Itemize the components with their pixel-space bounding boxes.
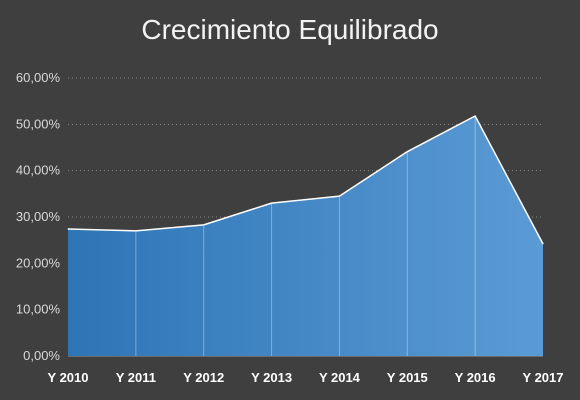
y-tick-label: 40,00% bbox=[16, 163, 61, 178]
data-point bbox=[271, 202, 273, 204]
y-tick-label: 0,00% bbox=[23, 348, 60, 363]
x-tick-label: Y 2012 bbox=[183, 370, 224, 385]
data-point bbox=[203, 224, 205, 226]
x-tick-label: Y 2010 bbox=[48, 370, 89, 385]
x-tick-label: Y 2011 bbox=[116, 370, 156, 385]
y-tick-label: 30,00% bbox=[16, 209, 61, 224]
y-axis-ticks: 0,00% 10,00% 20,00% 30,00% 40,00% 50,00% 60,00… bbox=[16, 70, 61, 363]
y-tick-label: 20,00% bbox=[16, 255, 61, 270]
series-line bbox=[67, 115, 544, 245]
area-series bbox=[68, 115, 543, 356]
chart-title: Crecimiento Equilibrado bbox=[141, 14, 439, 45]
data-point bbox=[135, 230, 137, 232]
data-point bbox=[67, 228, 69, 230]
data-point bbox=[542, 243, 544, 245]
x-tick-label: Y 2017 bbox=[523, 370, 564, 385]
data-point bbox=[338, 195, 340, 197]
x-axis-ticks: Y 2010 Y 2011 Y 2012 Y 2013 Y 2014 Y 2015 Y 20… bbox=[48, 370, 564, 385]
x-tick-label: Y 2015 bbox=[387, 370, 428, 385]
x-tick-label: Y 2013 bbox=[251, 370, 292, 385]
data-point bbox=[474, 115, 476, 117]
data-point bbox=[406, 151, 408, 153]
x-tick-label: Y 2014 bbox=[319, 370, 361, 385]
y-tick-label: 60,00% bbox=[16, 70, 61, 85]
area-layer bbox=[67, 115, 544, 356]
x-tick-label: Y 2016 bbox=[455, 370, 496, 385]
y-tick-label: 50,00% bbox=[16, 116, 61, 131]
y-tick-label: 10,00% bbox=[16, 302, 61, 317]
